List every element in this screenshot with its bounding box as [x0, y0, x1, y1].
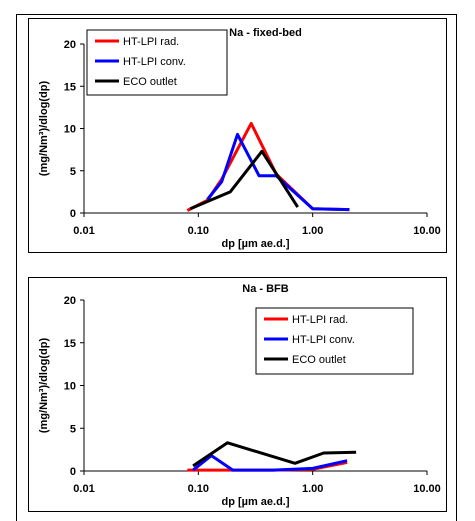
- series-line-3: [192, 441, 357, 468]
- legend-label: HT-LPI rad.: [292, 314, 348, 326]
- legend-label: HT-LPI rad.: [123, 36, 179, 48]
- y-tick-label: 10: [64, 381, 76, 393]
- chart-fixed-bed: Na - fixed-bed 0 5 10 15 20 0.01 0.10 1.00 10.00 d…: [38, 27, 441, 250]
- series-line-2: [192, 454, 348, 472]
- chart-title: Na - BFB: [242, 283, 289, 295]
- x-tick-label: 10.00: [413, 483, 441, 495]
- x-tick-label: 1.00: [302, 225, 323, 237]
- y-tick-label: 20: [64, 39, 76, 51]
- x-axis-label: dp [µm ae.d.]: [221, 496, 289, 508]
- x-tick-label: 0.01: [73, 483, 94, 495]
- y-tick-label: 0: [70, 208, 76, 220]
- y-tick-label: 10: [64, 124, 76, 136]
- y-tick-label: 5: [70, 166, 76, 178]
- x-tick-label: 0.10: [188, 483, 209, 495]
- legend-label: HT-LPI conv.: [123, 56, 186, 68]
- chart-panel-bfb: Na - BFB 0 5 10 15 20 0.01 0.10 1.00 10.00 dp [µm …: [28, 277, 447, 512]
- y-tick-label: 5: [70, 423, 76, 435]
- x-tick-label: 1.00: [302, 483, 323, 495]
- legend-label: ECO outlet: [292, 354, 346, 366]
- chart-bfb: Na - BFB 0 5 10 15 20 0.01 0.10 1.00 10.00 dp [µm …: [38, 283, 441, 508]
- x-axis-label: dp [µm ae.d.]: [221, 238, 289, 250]
- x-tick-label: 10.00: [413, 225, 441, 237]
- y-tick-label: 20: [64, 295, 76, 307]
- series-line-1: [186, 121, 350, 212]
- legend-label: HT-LPI conv.: [292, 334, 355, 346]
- chart-title: Na - fixed-bed: [229, 27, 302, 39]
- x-tick-label: 0.10: [188, 225, 209, 237]
- y-tick-label: 15: [64, 338, 76, 350]
- y-tick-label: 15: [64, 81, 76, 93]
- series-line-2: [206, 132, 350, 212]
- x-tick-label: 0.01: [73, 225, 94, 237]
- y-tick-label: 0: [70, 466, 76, 478]
- y-axis-label: (mg/Nm³)/dlog(dp): [38, 338, 50, 434]
- chart-panel-fixed-bed: Na - fixed-bed 0 5 10 15 20 0.01 0.10 1.00 10.00 d…: [28, 18, 447, 253]
- series-line-3: [189, 149, 299, 211]
- y-axis-label: (mg/Nm³)/dlog(dp): [38, 81, 50, 177]
- legend-label: ECO outlet: [123, 76, 177, 88]
